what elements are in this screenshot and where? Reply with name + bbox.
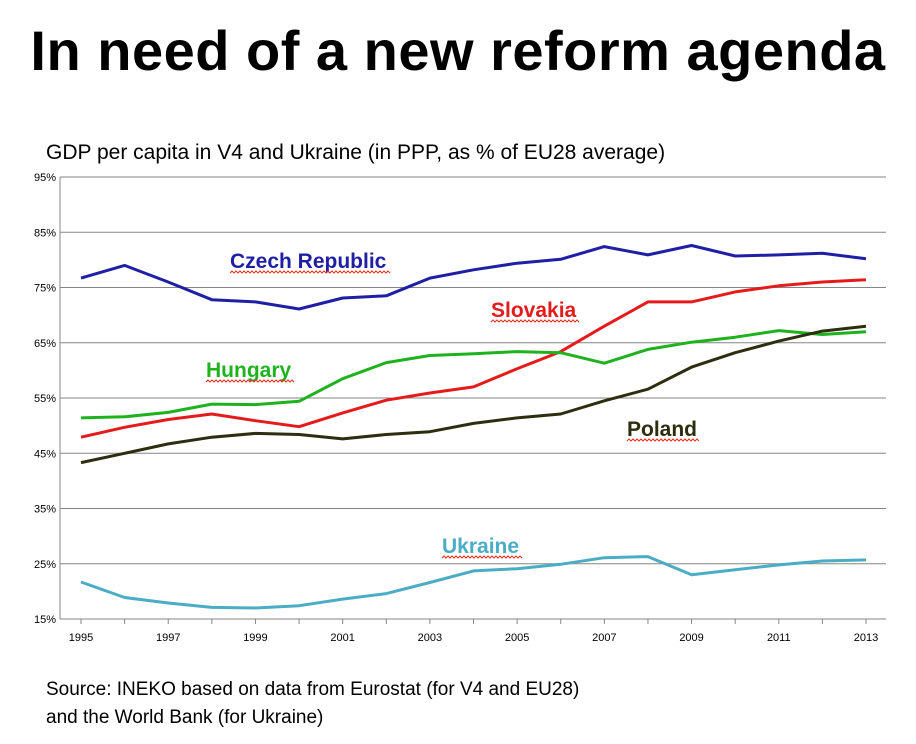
spellcheck-underline [626, 438, 700, 442]
y-tick-label: 35% [34, 504, 56, 516]
x-tick-label: 2005 [505, 632, 529, 644]
y-tick-label: 85% [34, 227, 56, 239]
source-note: Source: INEKO based on data from Eurosta… [46, 676, 579, 732]
series-label-ukraine: Ukraine [442, 535, 519, 558]
x-tick-label: 2013 [854, 632, 878, 644]
slide-title: In need of a new reform agenda [30, 19, 886, 82]
y-tick-label: 65% [34, 338, 56, 350]
series-line-czech-republic [80, 244, 867, 311]
series-label-czech-republic: Czech Republic [230, 250, 387, 273]
y-tick-label: 95% [34, 172, 56, 184]
line-chart: 15% 25% 35% 45% 55% 65% 75% 85% 95% 1995 1997 1999 2… [34, 172, 886, 644]
y-tick-label: 55% [34, 393, 56, 405]
y-tick-label: 25% [34, 559, 56, 571]
y-tick-label: 75% [34, 283, 56, 295]
y-tick-label: 15% [34, 614, 56, 626]
series-label-poland: Poland [627, 418, 697, 441]
series-line-hungary [80, 329, 867, 420]
x-tick-label: 2011 [767, 632, 791, 644]
x-tick-label: 1995 [69, 632, 93, 644]
spellcheck-underline [229, 270, 391, 274]
spellcheck-underline [205, 379, 295, 383]
x-tick-label: 2007 [592, 632, 616, 644]
series-line-slovakia [80, 278, 867, 439]
series-label-slovakia: Slovakia [491, 299, 577, 322]
source-line-1: Source: INEKO based on data from Eurosta… [46, 679, 580, 700]
series-label-hungary: Hungary [206, 359, 292, 382]
x-tick-label: 2003 [418, 632, 442, 644]
spellcheck-underline [441, 555, 523, 559]
x-tick-label: 1999 [243, 632, 267, 644]
x-tick-label: 1997 [156, 632, 180, 644]
x-tick-label: 2009 [679, 632, 703, 644]
source-line-2: and the World Bank (for Ukraine) [46, 707, 324, 728]
spellcheck-underline [490, 319, 580, 323]
x-tick-label: 2001 [330, 632, 354, 644]
y-tick-label: 45% [34, 448, 56, 460]
series-line-poland [80, 324, 867, 465]
series-line-ukraine [80, 555, 867, 610]
chart-title: GDP per capita in V4 and Ukraine (in PPP… [46, 141, 666, 164]
